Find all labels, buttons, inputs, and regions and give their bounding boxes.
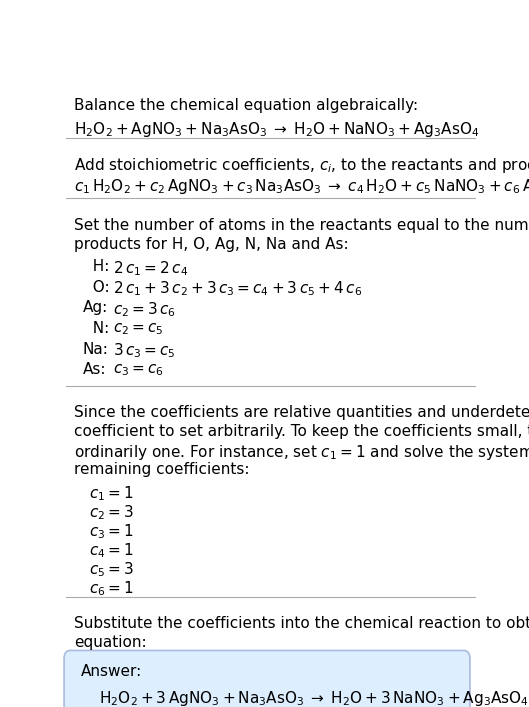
Text: $c_1\,\mathrm{H_2O_2} + c_2\,\mathrm{AgNO_3} + c_3\,\mathrm{Na_3AsO_3} \;\righta: $c_1\,\mathrm{H_2O_2} + c_2\,\mathrm{AgN… <box>74 177 529 197</box>
Text: Answer:: Answer: <box>80 664 142 679</box>
Text: Substitute the coefficients into the chemical reaction to obtain the balanced: Substitute the coefficients into the che… <box>74 617 529 631</box>
Text: $\mathrm{H_2O_2 + AgNO_3 + Na_3AsO_3 \;\rightarrow\; H_2O + NaNO_3 + Ag_3AsO_4}$: $\mathrm{H_2O_2 + AgNO_3 + Na_3AsO_3 \;\… <box>74 120 480 139</box>
Text: $c_4 = 1$: $c_4 = 1$ <box>89 541 133 560</box>
Text: $c_1 = 1$: $c_1 = 1$ <box>89 484 133 503</box>
Text: ordinarily one. For instance, set $c_1 = 1$ and solve the system of equations fo: ordinarily one. For instance, set $c_1 =… <box>74 443 529 462</box>
Text: $c_6 = 1$: $c_6 = 1$ <box>89 579 133 598</box>
Text: Na:: Na: <box>83 341 108 357</box>
Text: H:: H: <box>83 259 109 274</box>
Text: Set the number of atoms in the reactants equal to the number of atoms in the: Set the number of atoms in the reactants… <box>74 218 529 233</box>
Text: N:: N: <box>83 321 109 336</box>
Text: Balance the chemical equation algebraically:: Balance the chemical equation algebraica… <box>74 98 418 113</box>
Text: $c_3 = 1$: $c_3 = 1$ <box>89 522 133 541</box>
FancyBboxPatch shape <box>64 650 470 707</box>
Text: $\mathrm{H_2O_2 + 3\,AgNO_3 + Na_3AsO_3 \;\rightarrow\; H_2O + 3\,NaNO_3 + Ag_3A: $\mathrm{H_2O_2 + 3\,AgNO_3 + Na_3AsO_3 … <box>99 689 529 707</box>
Text: $2\,c_1 + 3\,c_2 + 3\,c_3 = c_4 + 3\,c_5 + 4\,c_6$: $2\,c_1 + 3\,c_2 + 3\,c_3 = c_4 + 3\,c_5… <box>113 280 362 298</box>
Text: $3\,c_3 = c_5$: $3\,c_3 = c_5$ <box>113 341 176 361</box>
Text: coefficient to set arbitrarily. To keep the coefficients small, the arbitrary va: coefficient to set arbitrarily. To keep … <box>74 424 529 439</box>
Text: Ag:: Ag: <box>83 300 108 315</box>
Text: remaining coefficients:: remaining coefficients: <box>74 462 250 477</box>
Text: As:: As: <box>83 363 106 378</box>
Text: $c_2 = 3\,c_6$: $c_2 = 3\,c_6$ <box>113 300 176 319</box>
Text: $c_3 = c_6$: $c_3 = c_6$ <box>113 363 164 378</box>
Text: $c_2 = 3$: $c_2 = 3$ <box>89 503 133 522</box>
Text: $2\,c_1 = 2\,c_4$: $2\,c_1 = 2\,c_4$ <box>113 259 188 278</box>
Text: $c_5 = 3$: $c_5 = 3$ <box>89 560 133 579</box>
Text: Since the coefficients are relative quantities and underdetermined, choose a: Since the coefficients are relative quan… <box>74 405 529 420</box>
Text: equation:: equation: <box>74 635 147 650</box>
Text: $c_2 = c_5$: $c_2 = c_5$ <box>113 321 164 337</box>
Text: products for H, O, Ag, N, Na and As:: products for H, O, Ag, N, Na and As: <box>74 238 349 252</box>
Text: O:: O: <box>83 280 109 295</box>
Text: Add stoichiometric coefficients, $c_i$, to the reactants and products:: Add stoichiometric coefficients, $c_i$, … <box>74 156 529 175</box>
